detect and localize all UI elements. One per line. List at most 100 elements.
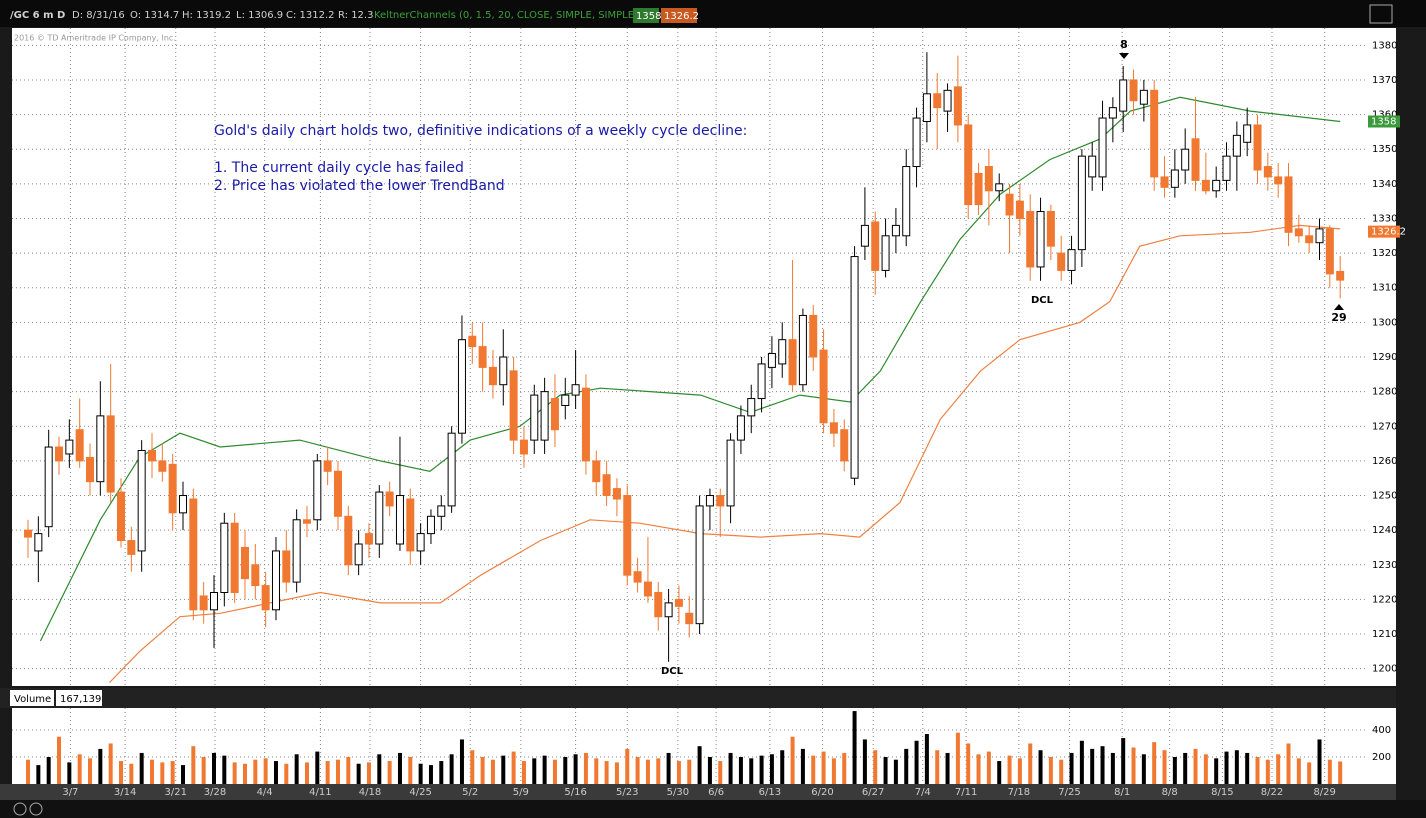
volume-bar [470, 750, 475, 784]
volume-bar [811, 755, 816, 784]
candle-body [34, 533, 43, 552]
candle-body [499, 356, 508, 386]
candle-body [96, 415, 105, 483]
candle-body [344, 515, 353, 566]
candle-body [995, 183, 1004, 192]
y-tick-label: 1270 [1372, 421, 1397, 432]
volume-bar [211, 752, 216, 784]
volume-bar [821, 751, 826, 784]
candle-body [488, 366, 497, 386]
y-tick-label: 1350 [1372, 144, 1397, 155]
volume-bar [67, 762, 72, 784]
volume-bar [501, 755, 506, 784]
volume-bar [614, 762, 619, 784]
time-axis [0, 784, 1396, 800]
low: L: 1306.9 [236, 10, 283, 21]
volume-bar [1079, 740, 1084, 784]
candle-body [871, 221, 880, 271]
volume-bar [687, 759, 692, 784]
volume-bar [480, 756, 485, 784]
volume-bar [780, 750, 785, 784]
x-tick-label: 8/1 [1114, 787, 1130, 798]
candle-body [189, 498, 198, 611]
candle-body [65, 439, 74, 455]
volume-bar [356, 763, 361, 784]
candle-body [685, 612, 694, 625]
y-tick-label: 1260 [1372, 456, 1397, 467]
volume-bar [1141, 754, 1146, 784]
volume-bar [1017, 758, 1022, 784]
candle-body [1232, 134, 1241, 157]
x-tick-label: 3/7 [62, 787, 78, 798]
y-tick-label: 1200 [1372, 664, 1397, 675]
candle-body [581, 387, 590, 462]
candle-body [468, 335, 477, 348]
volume-bar [377, 754, 382, 784]
candle-body [1253, 124, 1262, 171]
header-tag [633, 8, 659, 23]
symbol: /GC 6 m D [10, 10, 65, 21]
candle-body [1026, 211, 1035, 268]
volume-bar [759, 755, 764, 784]
volume-bar [707, 756, 712, 784]
candle-body [860, 224, 869, 247]
volume-bar [1286, 743, 1291, 784]
candle-body [1067, 249, 1076, 271]
y-tick-label: 1220 [1372, 594, 1397, 605]
candle-body [664, 602, 673, 618]
y-tick-label: 1290 [1372, 352, 1397, 363]
candle-body [1057, 252, 1066, 271]
y-tick-label: 1310 [1372, 283, 1397, 294]
maximize-button[interactable] [1369, 4, 1393, 24]
candle-body [1170, 169, 1179, 188]
volume-bar [1038, 750, 1043, 784]
volume-bar [935, 750, 940, 784]
candle-body [395, 495, 404, 545]
x-tick-label: 5/23 [616, 787, 638, 798]
candle-body [705, 495, 714, 507]
volume-bar [552, 759, 557, 784]
volume-bar [573, 754, 578, 784]
volume-bar [387, 761, 392, 784]
x-tick-label: 7/25 [1058, 787, 1080, 798]
candle-body [747, 398, 756, 417]
candle-body [902, 166, 911, 237]
candle-body [1201, 179, 1210, 192]
volume-bar [490, 759, 495, 784]
volume-bar [408, 756, 413, 784]
candle-body [406, 498, 415, 552]
candle-body [1139, 89, 1148, 105]
toolbar [0, 800, 1426, 818]
price-tag-label: 1326.2 [1371, 227, 1406, 238]
candle-body [643, 581, 652, 597]
zoom-button[interactable] [13, 802, 27, 816]
volume-bar [945, 752, 950, 784]
volume-bar [1203, 754, 1208, 784]
candle-body [1294, 228, 1303, 237]
y-tick-label: 1300 [1372, 317, 1397, 328]
volume-bar [769, 754, 774, 784]
y-tick-label: 1230 [1372, 560, 1397, 571]
y-tick-label: 1370 [1372, 75, 1397, 86]
volume-bar [924, 734, 929, 784]
volume-bar [46, 756, 51, 784]
zoom-button[interactable] [29, 802, 43, 816]
dcl-label: DCL [661, 666, 684, 677]
volume-bar [57, 736, 62, 784]
candle-body [819, 349, 828, 424]
volume-bar [1048, 756, 1053, 784]
candle-body [457, 339, 466, 434]
study-name: KeltnerChannels (0, 1.5, 20, CLOSE, SIMP… [374, 10, 638, 21]
candle-body [354, 543, 363, 566]
header-tag [661, 8, 697, 23]
volume-bar [170, 761, 175, 784]
volume-bar [253, 759, 258, 784]
candle-body [612, 488, 621, 500]
candle-body [519, 439, 528, 455]
x-tick-label: 8/22 [1261, 787, 1283, 798]
candle-body [44, 446, 53, 528]
x-tick-label: 5/2 [462, 787, 478, 798]
volume-bar [26, 759, 31, 784]
volume-bar [738, 756, 743, 784]
volume-bar [242, 763, 247, 784]
